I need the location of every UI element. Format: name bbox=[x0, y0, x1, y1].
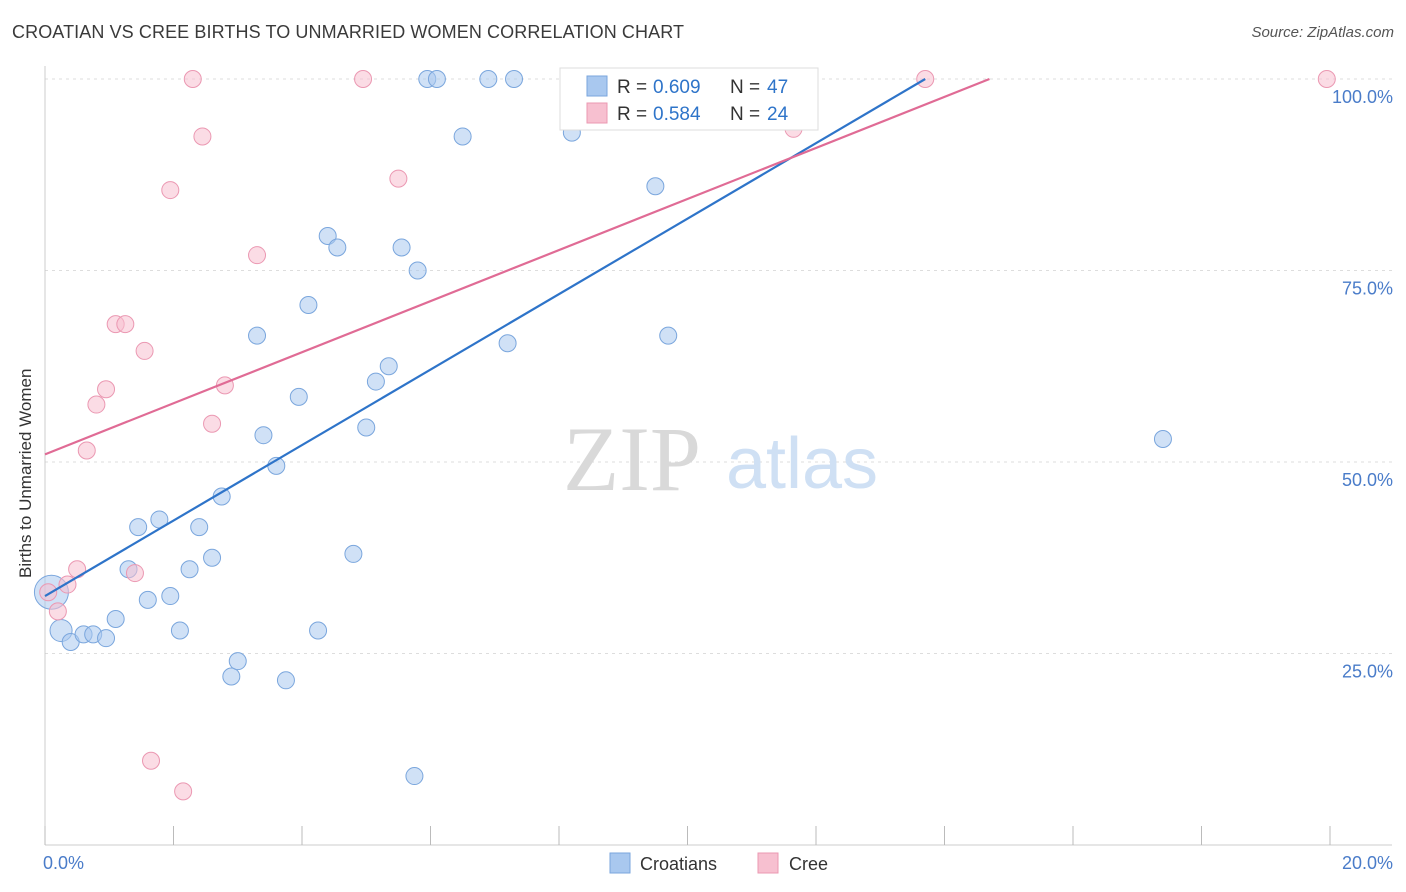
y-axis-label: Births to Unmarried Women bbox=[16, 368, 35, 578]
cree-point bbox=[97, 380, 116, 399]
croatians-point bbox=[228, 652, 247, 671]
croatians-swatch bbox=[586, 75, 608, 97]
croatians-point bbox=[138, 590, 157, 609]
cree-r-value: 0.584 bbox=[653, 104, 701, 125]
croatians-point bbox=[170, 621, 189, 640]
legend-cree-label: Cree bbox=[789, 854, 828, 874]
croatians-point bbox=[328, 238, 347, 257]
gridlines bbox=[45, 78, 1392, 654]
cree-n-value: 24 bbox=[767, 104, 789, 125]
cree-point bbox=[116, 315, 135, 334]
cree-point bbox=[68, 560, 87, 579]
x-tick-label: 0.0% bbox=[43, 853, 84, 873]
croatians-point bbox=[408, 261, 427, 280]
croatians-point bbox=[659, 326, 678, 345]
croatians-point bbox=[276, 671, 295, 690]
y-tick-label: 50.0% bbox=[1342, 470, 1393, 490]
cree-point bbox=[161, 181, 180, 200]
legend-cree-swatch bbox=[757, 852, 779, 874]
cree-point bbox=[203, 414, 222, 433]
cree-point bbox=[183, 70, 202, 88]
croatians-point bbox=[498, 334, 517, 353]
cree-point bbox=[77, 441, 96, 460]
cree-point bbox=[248, 246, 267, 265]
croatians-n-label: N = bbox=[730, 77, 760, 98]
trend-lines bbox=[44, 77, 990, 597]
croatians-point bbox=[1153, 430, 1172, 449]
cree-point bbox=[135, 341, 154, 360]
cree-point bbox=[174, 782, 193, 801]
cree-point bbox=[142, 751, 161, 770]
croatians-point bbox=[392, 238, 411, 257]
stats-legend: R = 0.609 N = 47 R = 0.584 N = 24 bbox=[559, 67, 819, 131]
cree-point bbox=[1317, 70, 1336, 88]
cree-trend-line bbox=[44, 77, 990, 456]
x-tick-label: 20.0% bbox=[1342, 853, 1393, 873]
croatians-point bbox=[289, 387, 308, 406]
croatians-point bbox=[357, 418, 376, 437]
croatians-point bbox=[180, 560, 199, 579]
y-tick-label: 25.0% bbox=[1342, 662, 1393, 682]
croatians-point bbox=[405, 767, 424, 786]
croatians-point bbox=[309, 621, 328, 640]
croatians-r-value: 0.609 bbox=[653, 77, 701, 98]
chart-title: CROATIAN VS CREE BIRTHS TO UNMARRIED WOM… bbox=[12, 22, 685, 42]
croatians-r-label: R = bbox=[617, 77, 647, 98]
source-credit: Source: ZipAtlas.com bbox=[1251, 24, 1394, 41]
series-legend: Croatians Cree bbox=[609, 852, 828, 874]
croatians-point bbox=[97, 629, 116, 648]
croatians-point bbox=[203, 548, 222, 567]
watermark: ZIP atlas bbox=[563, 408, 878, 510]
cree-point bbox=[354, 70, 373, 88]
axes bbox=[44, 66, 1392, 846]
cree-point bbox=[39, 583, 58, 602]
croatians-point bbox=[344, 544, 363, 563]
cree-point bbox=[193, 127, 212, 146]
cree-r-label: R = bbox=[617, 104, 647, 125]
croatians-point bbox=[366, 372, 385, 391]
watermark-zip: ZIP bbox=[563, 408, 701, 510]
croatians-n-value: 47 bbox=[767, 77, 788, 98]
croatians-point bbox=[505, 70, 524, 88]
croatians-point bbox=[106, 610, 125, 629]
croatians-point bbox=[646, 177, 665, 196]
y-tick-label: 100.0% bbox=[1332, 87, 1393, 107]
croatians-point bbox=[254, 426, 273, 445]
legend-croatians-label: Croatians bbox=[640, 854, 717, 874]
watermark-atlas: atlas bbox=[726, 424, 878, 504]
croatians-point bbox=[248, 326, 267, 345]
croatians-point bbox=[129, 518, 148, 537]
cree-point bbox=[389, 169, 408, 188]
croatians-point bbox=[161, 587, 180, 606]
croatians-point bbox=[479, 70, 498, 88]
y-tick-label: 75.0% bbox=[1342, 279, 1393, 299]
cree-point bbox=[48, 602, 67, 621]
cree-swatch bbox=[586, 102, 608, 124]
croatians-point bbox=[299, 295, 318, 314]
croatians-point bbox=[379, 357, 398, 376]
croatians-point bbox=[318, 227, 337, 246]
croatians-point bbox=[190, 518, 209, 537]
croatians-point bbox=[427, 70, 446, 88]
legend-croatians-swatch bbox=[609, 852, 631, 874]
cree-n-label: N = bbox=[730, 104, 760, 125]
croatians-trend-line bbox=[44, 78, 926, 597]
cree-point bbox=[125, 564, 144, 583]
croatians-point bbox=[453, 127, 472, 146]
cree-point bbox=[87, 395, 106, 414]
tick-labels: 100.0% 75.0% 50.0% 25.0% 0.0% 20.0% bbox=[43, 87, 1393, 873]
croatians-point bbox=[222, 667, 241, 686]
